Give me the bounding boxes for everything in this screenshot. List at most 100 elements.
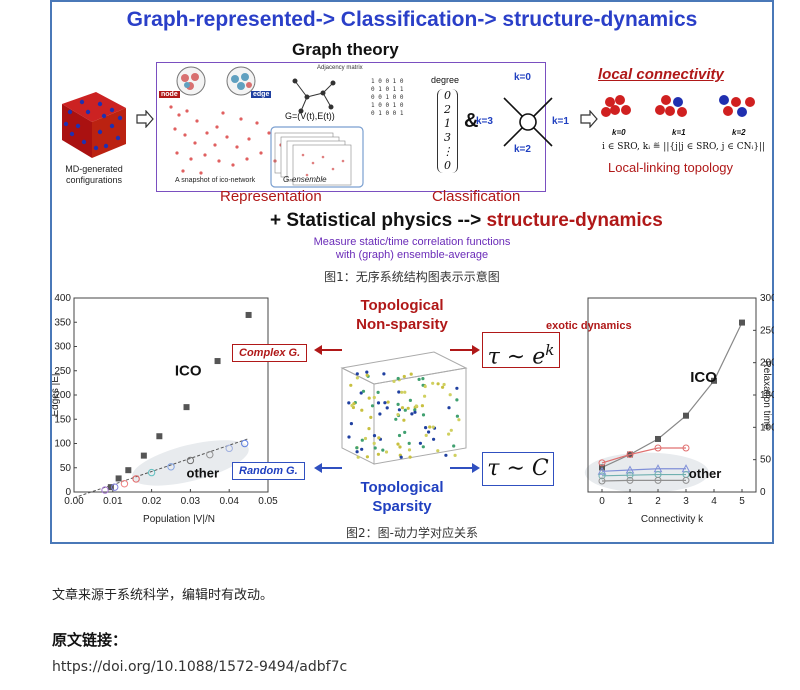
data-point-ico (140, 452, 147, 459)
y-tick-label: 400 (54, 293, 71, 304)
network-node (449, 428, 453, 432)
x-tick-label: 0.04 (219, 496, 239, 507)
network-node (384, 450, 389, 454)
local-k1-label: k=1 (672, 128, 686, 137)
network-node (406, 406, 410, 410)
graph-theory-label: Graph theory (292, 40, 399, 59)
y-tick-label: 200 (54, 390, 71, 401)
network-node (428, 425, 432, 429)
exotic-dynamics-label: exotic dynamics (546, 320, 632, 332)
source-note: 文章来源于系统科学，编辑时有改动。 (52, 588, 274, 603)
figure1-caption: 图1：无序系统结构图表示示意图 (324, 270, 500, 284)
k0-label: k=0 (514, 72, 531, 83)
network-node (383, 401, 387, 405)
shaded-band (584, 452, 709, 493)
topological-sparsity-label: Topological Sparsity (360, 479, 444, 515)
fit-line (73, 438, 249, 499)
network-node (441, 385, 445, 389)
graph-definition: G=(V(t),E(t)) (285, 111, 335, 121)
network-node (367, 427, 371, 431)
y-tick-label: 350 (54, 317, 71, 328)
data-point-other (682, 444, 690, 452)
network-node (442, 382, 446, 387)
right-arrow-icon (450, 463, 480, 473)
network-node (359, 391, 363, 395)
complex-g-label: Complex G. (232, 344, 308, 362)
g-ensemble-label: G-ensemble (283, 175, 327, 184)
network-node (349, 383, 353, 387)
data-point-other (147, 468, 156, 477)
data-point-ICO (683, 412, 689, 419)
figure1-title: Graph-represented-> Classification-> str… (126, 8, 698, 31)
node-tag: node (159, 91, 180, 98)
network-node (408, 455, 412, 459)
network-node (350, 403, 354, 408)
k2-label: k=2 (514, 144, 531, 155)
data-point-ico (245, 311, 252, 318)
x-tick-label: 5 (739, 496, 745, 507)
data-point-ICO (655, 435, 661, 442)
ico-annotation: ICO (175, 363, 202, 380)
network-node (396, 442, 400, 446)
doi-link[interactable]: https://doi.org/10.1088/1572-9494/adbf7c (52, 659, 348, 675)
y-axis-label: Edges |E| (52, 374, 61, 417)
network-node (396, 402, 400, 406)
edges-population-chart: 0 50 100 150 200 250 300 350 400 0.00 0.01 0.02 0.03… (52, 293, 278, 525)
network-node (455, 386, 459, 390)
right-arrow-icon (580, 110, 598, 128)
other-annotation: other (187, 465, 220, 480)
network-node (360, 438, 364, 442)
network-node (403, 390, 407, 394)
svg-text:1 0 0 1 0: 1 0 0 1 0 (371, 102, 404, 109)
edge-tag: edge (251, 91, 272, 98)
y-tick-label: 150 (54, 414, 71, 425)
network-node (427, 430, 431, 434)
series-line-ICO (601, 322, 743, 468)
network-node (361, 389, 366, 393)
network-node (355, 372, 359, 376)
left-arrow-icon (314, 463, 342, 473)
network-node (360, 408, 364, 412)
network-node (402, 374, 406, 379)
network-node (355, 450, 359, 454)
network-node (400, 390, 404, 394)
data-point-other (626, 450, 634, 458)
y-tick-label: 50 (760, 455, 772, 466)
network-node (347, 401, 351, 405)
data-point-ico (183, 404, 190, 411)
network-node (423, 384, 427, 389)
network-node (436, 382, 440, 386)
data-point-other (111, 483, 119, 491)
network-node (436, 449, 440, 453)
y-tick-label: 0 (760, 487, 766, 498)
x-tick-label: 0.00 (64, 496, 84, 507)
y-tick-label: 200 (760, 358, 774, 369)
network-node (363, 436, 368, 441)
svg-text:0 0 1 0 0: 0 0 1 0 0 (371, 94, 404, 101)
y-tick-label: 150 (760, 390, 774, 401)
network-node (360, 447, 364, 451)
network-node (423, 394, 427, 398)
network-node (385, 406, 389, 410)
adjacency-matrix-label: Adjacency matrix (317, 65, 363, 71)
network-node (365, 373, 369, 377)
network-node (355, 446, 359, 450)
local-cluster-illustration (601, 95, 755, 117)
y-axis-label: Relaxation time (761, 361, 772, 430)
network-node (421, 413, 426, 417)
network-node (349, 422, 353, 426)
data-point-other-3 (626, 471, 634, 479)
data-point-other (598, 459, 606, 467)
data-point-ico (115, 475, 122, 482)
right-arrow-icon (450, 345, 480, 355)
x-tick-label: 4 (711, 496, 717, 507)
x-tick-label: 0 (599, 496, 605, 507)
network-node (421, 445, 425, 449)
network-node (455, 414, 459, 418)
series-line-other-3 (601, 473, 686, 477)
y-tick-label: 250 (54, 366, 71, 377)
network-node (399, 455, 403, 459)
x-tick-label: 0.03 (181, 496, 201, 507)
relaxation-connectivity-chart: 0 50 100 150 200 250 300 0 1 2 3 4 5 Connectivity k Re… (584, 293, 774, 525)
data-point-ico (156, 433, 163, 440)
